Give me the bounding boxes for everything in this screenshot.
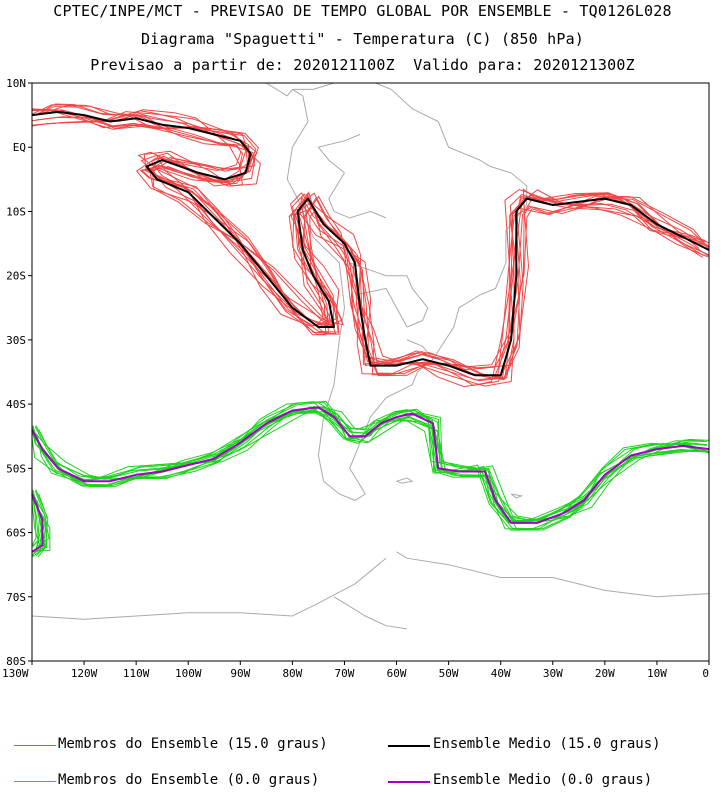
ensemble-member-line: [31, 489, 49, 558]
ensemble-member-line: [36, 406, 708, 522]
ensemble-member-line: [31, 405, 708, 523]
border-segment: [328, 172, 350, 219]
x-tick-label: 110W: [123, 667, 150, 680]
chart-title-line-1: CPTEC/INPE/MCT - PREVISAO DE TEMPO GLOBA…: [53, 2, 672, 20]
coastline-segment: [266, 82, 293, 97]
ensemble-mean-line: [31, 110, 710, 377]
x-tick-label: 130W: [2, 667, 29, 680]
ensemble-member-line: [36, 105, 710, 375]
x-tick-label: 20W: [595, 667, 615, 680]
ensemble-member-line: [31, 104, 700, 376]
ensemble-member-line: [38, 103, 710, 377]
x-tick-label: 10W: [647, 667, 667, 680]
legend-label-members-0: Membros do Ensemble (0.0 graus): [58, 772, 320, 788]
x-tick-label: 50W: [439, 667, 459, 680]
border-segment: [349, 210, 387, 219]
ensemble-mean-line: [31, 406, 710, 524]
ensemble-member-line: [31, 108, 709, 380]
ensemble-member-line: [31, 493, 48, 547]
ensemble-member-line: [31, 110, 702, 387]
ensemble-member-line: [31, 108, 703, 381]
ensemble-member-line: [42, 111, 710, 387]
ensemble-member-line: [31, 401, 710, 531]
ensemble-member-line: [32, 409, 710, 523]
x-tick-label: 60W: [387, 667, 407, 680]
y-tick-label: EQ: [13, 141, 26, 154]
legend-label-members-15: Membros do Ensemble (15.0 graus): [58, 736, 328, 752]
border-segment: [354, 287, 429, 328]
legend-swatch-mean-0: [388, 781, 430, 783]
y-tick-label: 10N: [6, 77, 26, 90]
legend-label-mean-0: Ensemble Medio (0.0 graus): [433, 772, 653, 788]
ensemble-member-line: [31, 501, 42, 552]
ensemble-member-line: [31, 408, 710, 523]
coastline-segment: [31, 557, 387, 620]
y-tick-label: 60S: [6, 527, 26, 540]
border-segment: [406, 339, 434, 360]
ensemble-mean-layer: [31, 110, 710, 553]
axis-ticks: 130W 120W 110W 100W 90W 80W 70W 60W 50W 40W 30W 20W…: [2, 77, 710, 680]
x-tick-label: 80W: [282, 667, 302, 680]
border-segment: [317, 133, 361, 174]
coastline-segment: [510, 493, 524, 499]
border-segment: [349, 262, 429, 309]
ensemble-member-line: [33, 406, 704, 522]
x-tick-label: 90W: [230, 667, 250, 680]
coastline-segment: [396, 477, 414, 484]
ensemble-member-line: [36, 113, 710, 381]
x-tick-label: 30W: [543, 667, 563, 680]
y-tick-label: 30S: [6, 334, 26, 347]
chart-title-line-2: Diagrama "Spaguetti" - Temperatura (C) (…: [140, 30, 585, 48]
y-tick-label: 50S: [6, 462, 26, 475]
y-tick-label: 80S: [6, 655, 26, 668]
legend-swatch-mean-15: [388, 745, 430, 747]
ensemble-member-line: [31, 492, 37, 547]
x-tick-label: 100W: [175, 667, 202, 680]
coastline-segment: [396, 551, 710, 598]
y-tick-label: 70S: [6, 591, 26, 604]
ensemble-member-line: [31, 400, 710, 531]
x-tick-label: 70W: [335, 667, 355, 680]
chart-title-line-3: Previsao a partir de: 2020121100Z Valido…: [90, 56, 635, 74]
legend-label-mean-15: Ensemble Medio (15.0 graus): [433, 736, 661, 752]
x-tick-label: 0: [702, 667, 709, 680]
coastline-segment: [333, 596, 408, 630]
coastline-layer: [31, 82, 710, 630]
ensemble-mean-line: [31, 493, 44, 553]
legend-swatch-members-0: [14, 781, 56, 782]
coastline-segment: [286, 82, 528, 501]
y-tick-label: 40S: [6, 398, 26, 411]
x-tick-label: 40W: [491, 667, 511, 680]
legend-swatch-members-15: [14, 745, 56, 746]
ensemble-member-line: [35, 409, 704, 523]
ensemble-members-layer: [31, 103, 710, 558]
ensemble-member-line: [31, 113, 705, 382]
y-tick-label: 10S: [6, 205, 26, 218]
plot-frame: [31, 82, 710, 662]
ensemble-member-line: [38, 109, 710, 379]
ensemble-member-line: [31, 109, 706, 388]
y-tick-label: 20S: [6, 270, 26, 283]
ensemble-member-line: [33, 500, 51, 552]
x-tick-label: 120W: [71, 667, 98, 680]
